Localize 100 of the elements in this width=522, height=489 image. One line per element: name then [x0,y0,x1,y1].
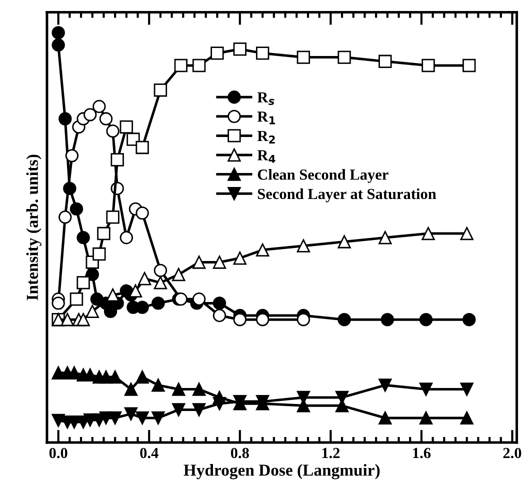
legend-label: R$_{4}$ [257,150,276,163]
point [154,276,168,290]
point [422,226,435,240]
point [154,83,168,97]
x-tick-label: 0.4 [140,448,158,458]
point [378,231,392,244]
point [256,313,270,326]
legend-label: R$_{s}$ [257,92,274,106]
point [338,235,351,248]
point [210,46,224,60]
point [70,292,84,306]
point [84,108,97,122]
point [136,411,149,425]
point [212,308,226,322]
point [152,378,165,392]
point [192,58,206,72]
point [128,284,142,298]
legend-label: R$_{2}$ [257,130,275,144]
point [172,403,186,416]
point [97,226,110,240]
x-axis-title: Hydrogen Dose (Langmuir) [184,464,380,480]
point [124,407,138,420]
point [136,370,149,384]
point [462,58,476,72]
point [106,210,120,224]
point [92,247,106,261]
point [52,26,65,40]
point [154,264,168,278]
x-tick-label: 1.6 [413,448,431,458]
point [378,411,392,425]
point [84,413,97,427]
point [124,382,138,396]
point [104,304,118,318]
y-axis-title: Intensity (arb. units) [26,154,42,300]
point [152,411,165,425]
point [120,120,134,134]
legend-label: Clean Second Layer [258,169,388,183]
x-tick-label: 0.0 [49,448,68,458]
point [76,231,90,244]
point [152,296,165,310]
point [296,50,310,64]
point [106,288,120,302]
point [296,239,310,252]
point [462,313,476,326]
point [92,100,106,114]
point [256,46,270,60]
point [256,243,270,257]
point [419,411,433,425]
point [99,112,113,126]
point [460,226,474,240]
point [58,210,72,224]
point [233,313,246,326]
x-tick-label: 2.0 [503,448,522,458]
point [233,252,246,265]
point [296,313,310,326]
point [378,54,392,68]
point [172,268,186,282]
point [192,256,206,269]
point [108,411,122,425]
x-tick-label: 0.8 [230,448,249,458]
point [338,50,351,64]
point [192,292,206,306]
point [136,140,149,154]
point [338,313,351,326]
point [106,124,120,138]
point [136,206,149,220]
point [120,231,134,244]
point [460,411,474,425]
point [380,313,394,326]
point [192,382,206,396]
point [126,132,140,146]
point [212,256,226,269]
point [138,272,152,286]
x-tick-label: 1.2 [322,448,340,458]
point [136,300,149,314]
legend-label: Second Layer at Saturation [258,188,436,202]
point [419,382,433,396]
point [52,38,65,52]
point [419,313,433,326]
point [86,304,99,318]
point [110,153,124,166]
point [76,313,90,326]
point [212,397,226,410]
point [60,313,74,326]
point [378,378,392,392]
point [65,149,79,162]
legend-label: R$_{1}$ [257,112,276,124]
point [58,112,72,126]
point [172,382,186,396]
point [70,202,84,216]
point [192,403,206,416]
point [174,58,188,72]
point [422,58,435,72]
point [52,296,65,310]
point [76,276,90,290]
point [212,296,226,310]
point [52,414,65,428]
point [108,370,122,384]
point [460,382,474,396]
point [233,42,246,56]
